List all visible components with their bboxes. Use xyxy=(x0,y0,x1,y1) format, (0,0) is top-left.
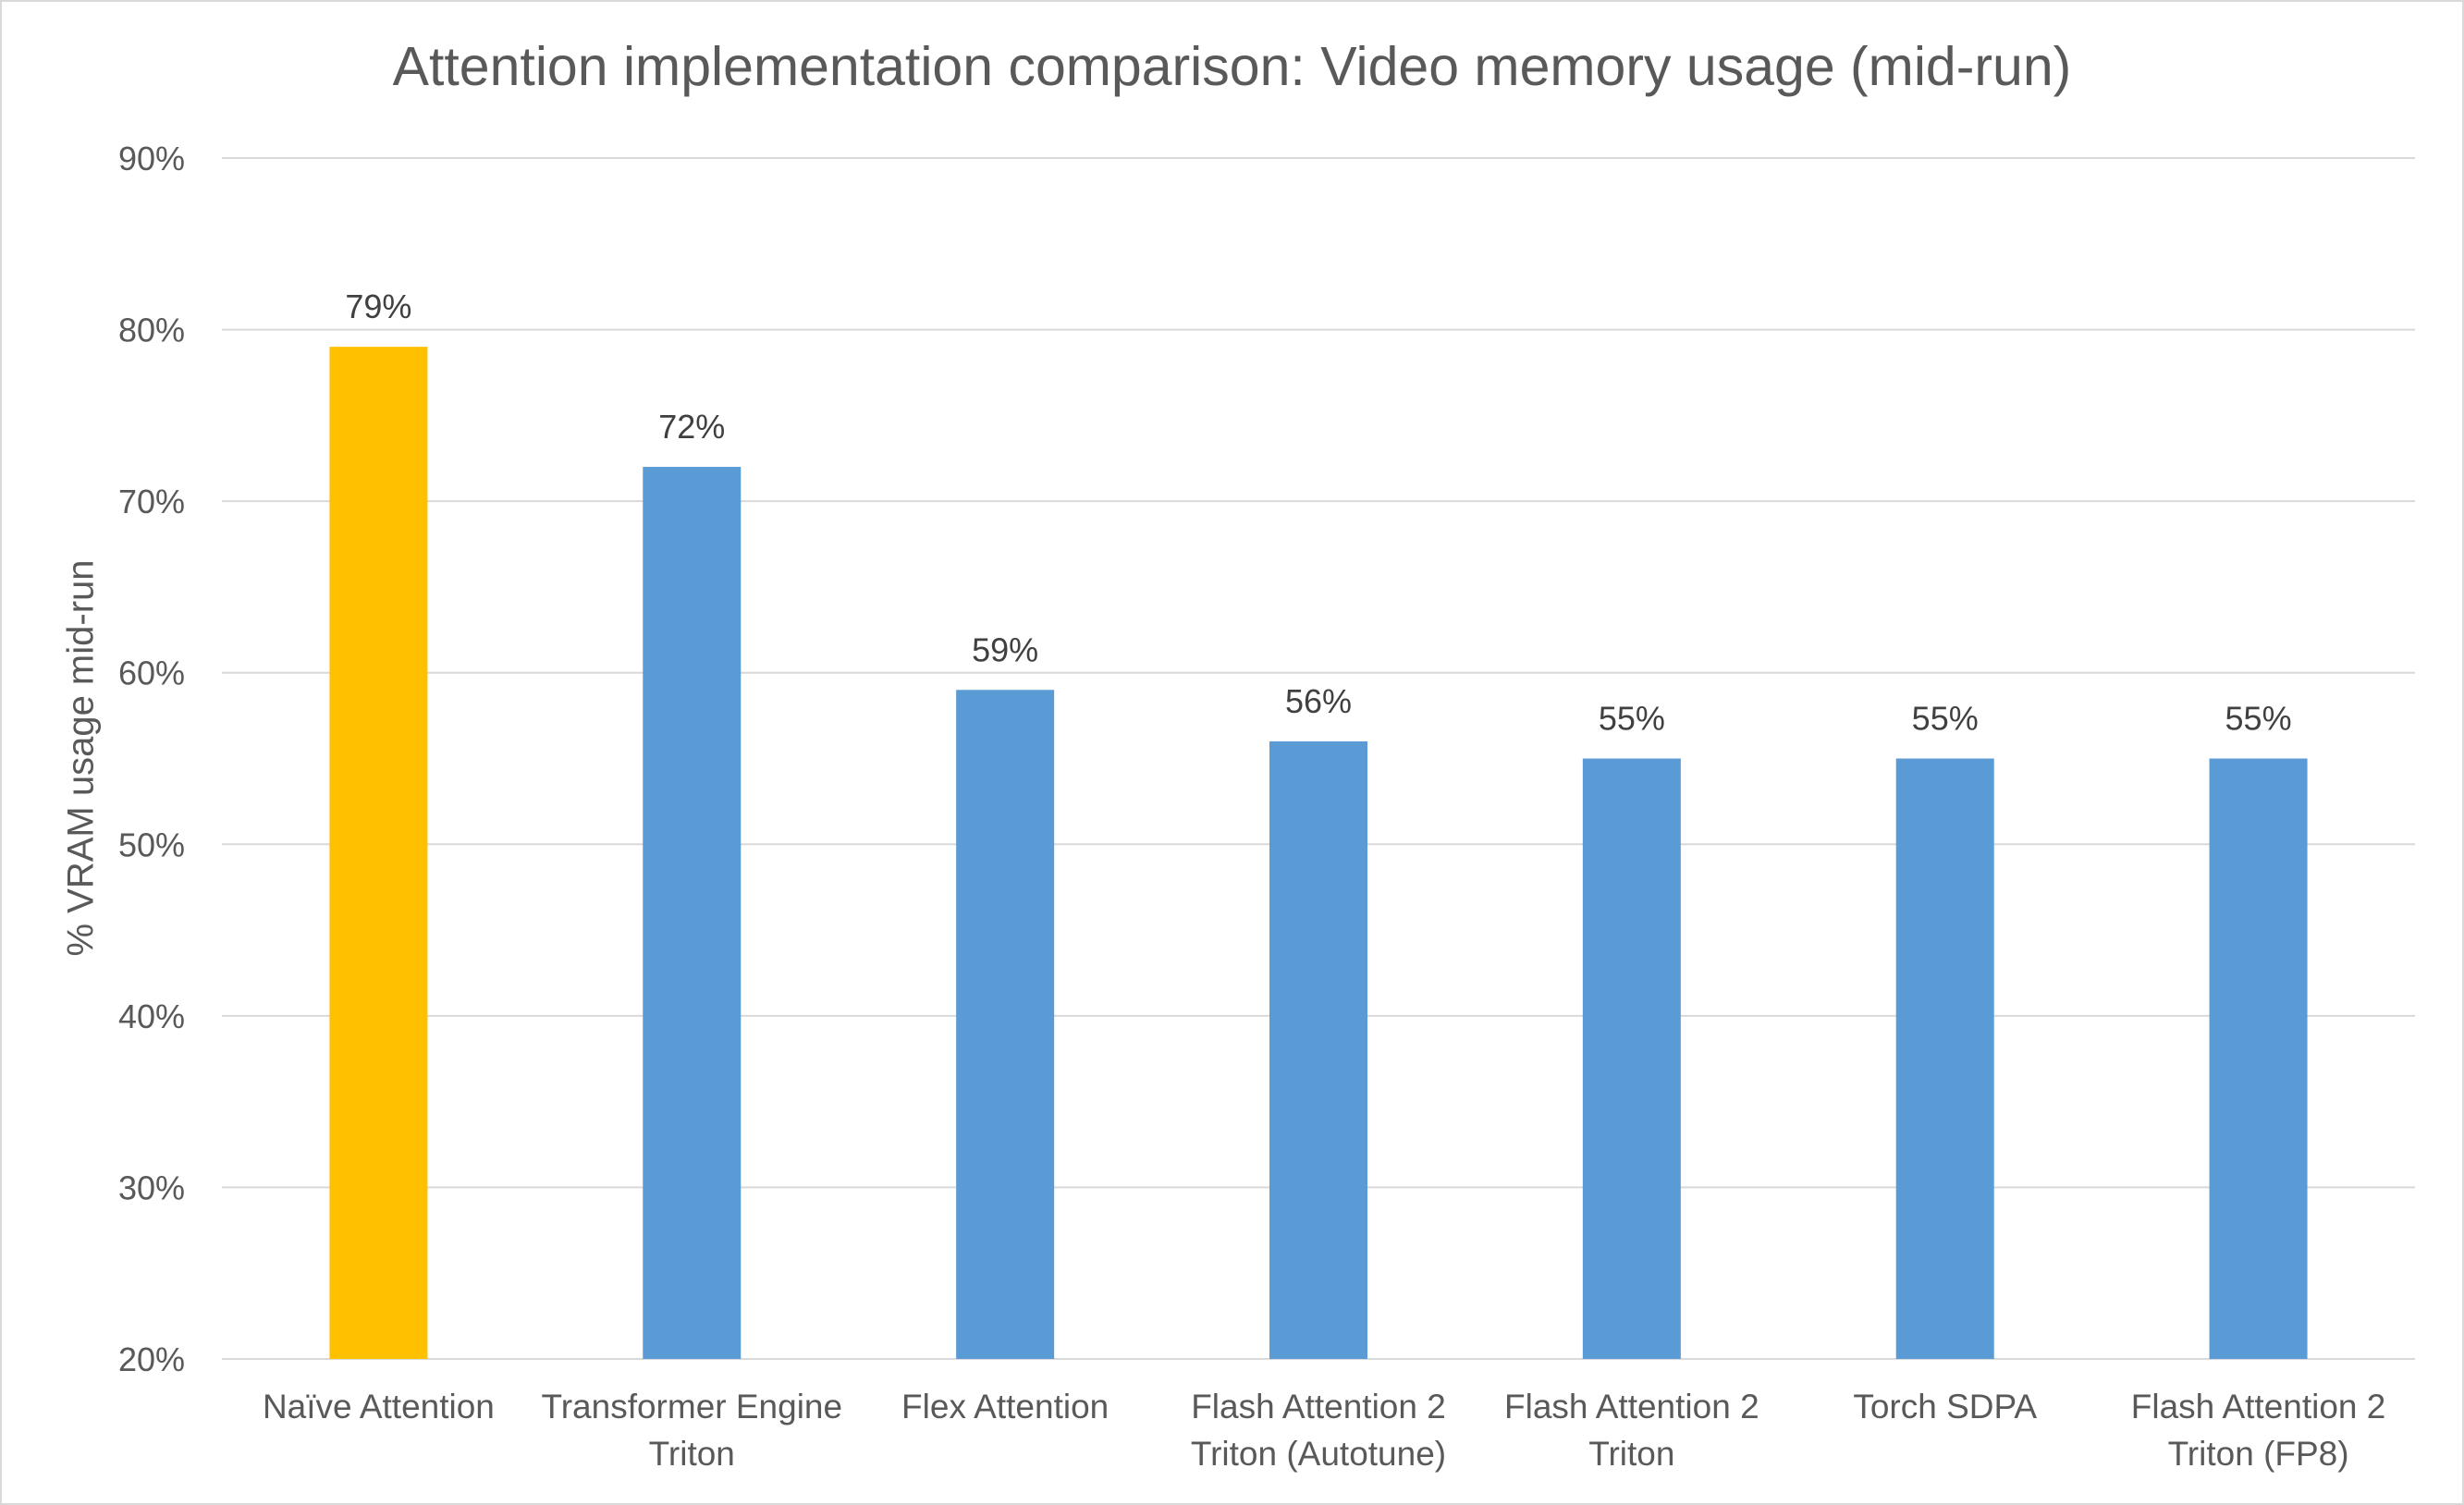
data-label: 56% xyxy=(1285,682,1352,720)
x-tick-label: Torch SDPA xyxy=(1853,1388,2037,1425)
data-label: 55% xyxy=(1599,700,1665,738)
bar xyxy=(1895,758,1994,1359)
bar xyxy=(2209,758,2308,1359)
x-tick-labels: Naïve Attention Transformer Engine Triton F… xyxy=(263,1388,2385,1473)
x-tick-label: Flash Attention 2 xyxy=(1191,1388,1446,1425)
y-tick-labels: 20% 30% 40% 50% 60% 70% 80% 90% xyxy=(118,140,185,1378)
y-tick-label: 70% xyxy=(118,483,185,520)
bar xyxy=(643,467,742,1359)
x-tick-label: Triton (FP8) xyxy=(2168,1435,2349,1473)
bar xyxy=(1582,758,1681,1359)
chart-title: Attention implementation comparison: Vid… xyxy=(392,36,2072,97)
y-tick-label: 30% xyxy=(118,1169,185,1206)
data-labels: 79% 72% 59% 56% 55% 55% 55% xyxy=(345,288,2291,737)
y-tick-label: 90% xyxy=(118,140,185,177)
bar xyxy=(956,690,1055,1359)
y-tick-label: 20% xyxy=(118,1340,185,1378)
y-tick-label: 50% xyxy=(118,826,185,863)
x-tick-label: Naïve Attention xyxy=(263,1388,495,1425)
x-tick-label: Flash Attention 2 xyxy=(1504,1388,1759,1425)
bar xyxy=(329,347,428,1360)
x-tick-label: Triton xyxy=(1588,1435,1674,1473)
x-tick-label: Triton xyxy=(649,1435,735,1473)
y-tick-label: 40% xyxy=(118,997,185,1035)
bars xyxy=(329,347,2308,1360)
data-label: 59% xyxy=(972,630,1038,668)
data-label: 72% xyxy=(658,408,725,446)
x-tick-label: Flex Attention xyxy=(901,1388,1109,1425)
x-tick-label: Flash Attention 2 xyxy=(2131,1388,2386,1425)
data-label: 55% xyxy=(2225,700,2292,738)
data-label: 79% xyxy=(345,288,411,325)
bar xyxy=(1269,740,1367,1359)
x-tick-label: Triton (Autotune) xyxy=(1191,1435,1446,1473)
y-tick-label: 60% xyxy=(118,655,185,692)
data-label: 55% xyxy=(1912,700,1979,738)
x-tick-label: Transformer Engine xyxy=(541,1388,842,1425)
y-tick-label: 80% xyxy=(118,312,185,349)
